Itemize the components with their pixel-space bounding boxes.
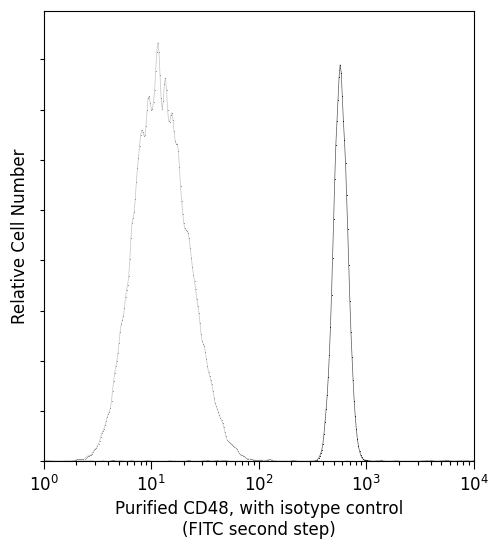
Y-axis label: Relative Cell Number: Relative Cell Number bbox=[11, 148, 29, 324]
X-axis label: Purified CD48, with isotype control
(FITC second step): Purified CD48, with isotype control (FIT… bbox=[114, 500, 403, 539]
